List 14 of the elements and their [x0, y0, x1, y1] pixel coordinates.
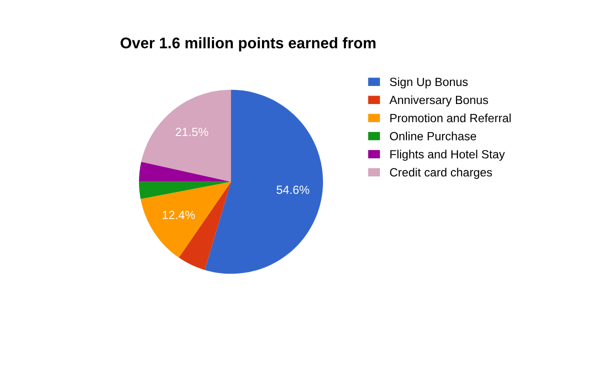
legend-label: Flights and Hotel Stay: [390, 150, 505, 161]
data-label: 12.4%: [162, 210, 195, 220]
legend-label: Sign Up Bonus: [390, 77, 468, 88]
legend-label: Credit card charges: [390, 168, 492, 179]
chart-title: Over 1.6 million points earned from: [120, 37, 376, 52]
pie-slice: [138, 162, 231, 182]
data-label: 21.5%: [176, 128, 208, 136]
pie-slice: [138, 182, 231, 200]
legend-label: Promotion and Referral: [390, 114, 511, 122]
legend-label: Online Purchase: [390, 132, 476, 140]
pie-slice: [140, 182, 231, 258]
data-label: 54.6%: [276, 186, 310, 194]
legend-label: Anniversary Bonus: [389, 95, 488, 106]
pie-slice: [141, 90, 231, 182]
